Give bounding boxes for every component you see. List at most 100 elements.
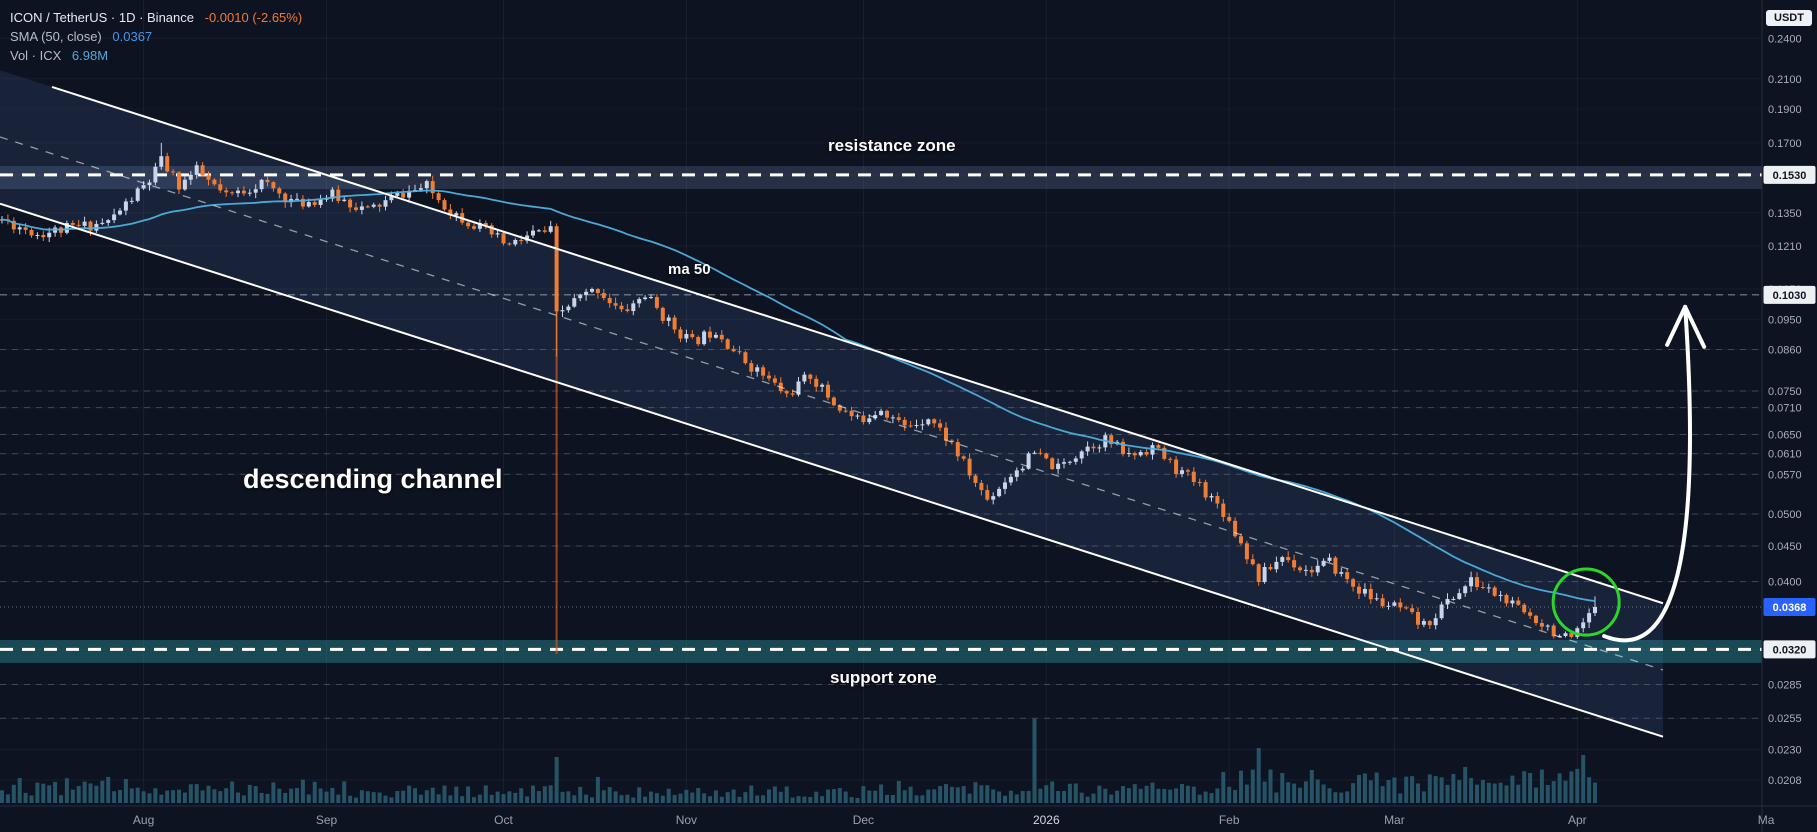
candle-body [1386, 605, 1391, 607]
volume-bar [1162, 788, 1167, 803]
legend-volume-row: Vol · ICX 6.98M [10, 46, 309, 65]
volume-bar [1416, 783, 1420, 803]
price-tick-label: 0.0255 [1768, 713, 1802, 725]
candle-body [772, 378, 777, 383]
candle-body [135, 188, 140, 201]
target-price-label-text: 0.1030 [1773, 290, 1807, 302]
candle-body [395, 192, 400, 196]
symbol-title[interactable]: ICON / TetherUS · 1D · Binance [10, 10, 194, 25]
candle-body [595, 289, 600, 294]
volume-bar [371, 792, 376, 803]
candle-body [1239, 536, 1243, 544]
month-label[interactable]: Mar [1384, 813, 1405, 827]
candle-body [1539, 623, 1544, 627]
ma50-label[interactable]: ma 50 [668, 261, 711, 278]
candle-body [1126, 453, 1131, 455]
volume-bar [1132, 784, 1137, 803]
volume-bar [831, 789, 836, 803]
volume-bar [855, 797, 860, 803]
volume-bar [1185, 785, 1190, 803]
volume-indicator-label[interactable]: Vol · ICX [10, 48, 62, 63]
candle-body [1168, 458, 1173, 460]
volume-bar [200, 790, 205, 803]
volume-bar [1256, 748, 1261, 803]
candle-body [1421, 621, 1426, 625]
volume-bar [784, 786, 789, 803]
breakout-arrow-head[interactable] [1665, 304, 1707, 349]
candle-body [1227, 516, 1232, 521]
volume-bar [731, 789, 736, 803]
candle-body [330, 189, 335, 199]
descending-channel-label[interactable]: descending channel [243, 464, 503, 494]
candle-body [1215, 496, 1220, 504]
volume-bar [1398, 793, 1403, 803]
candle-body [218, 184, 223, 191]
volume-bar [336, 794, 341, 803]
candle-body [11, 220, 16, 230]
volume-bar [82, 781, 87, 803]
candle-body [613, 303, 618, 306]
breakout-arrow[interactable] [1602, 304, 1692, 643]
candle-body [637, 299, 642, 304]
volume-bar [702, 793, 707, 803]
currency-toggle[interactable]: USDT [1766, 10, 1812, 26]
volume-bar [1032, 719, 1037, 803]
volume-bar [472, 797, 476, 803]
candle-body [1185, 470, 1190, 472]
candle-body [1256, 564, 1261, 583]
sma-indicator-label[interactable]: SMA (50, close) [10, 29, 102, 44]
resistance-price-label [1763, 165, 1816, 184]
candle-body [1056, 463, 1061, 470]
month-label[interactable]: 2026 [1033, 813, 1060, 827]
volume-bar [141, 791, 146, 803]
candle-body [129, 200, 134, 202]
month-label[interactable]: Dec [853, 813, 874, 827]
volume-bar [820, 796, 825, 803]
volume-bar [1563, 780, 1568, 803]
volume-bar [1362, 773, 1367, 803]
volume-bar [289, 788, 294, 803]
month-label[interactable]: Ma [1758, 813, 1775, 827]
volume-bar [761, 795, 766, 803]
candle-body [820, 384, 825, 387]
volume-bar [1115, 790, 1120, 803]
month-label[interactable]: Nov [676, 813, 697, 827]
volume-bar [159, 794, 164, 803]
volume-bar [1486, 782, 1491, 803]
volume-bar [383, 795, 388, 803]
resistance-zone-label[interactable]: resistance zone [828, 136, 956, 155]
volume-bar [1380, 786, 1385, 803]
month-label[interactable]: Oct [494, 813, 513, 827]
green-circle-highlight[interactable] [1551, 567, 1621, 637]
candle-body [908, 425, 913, 427]
current-price-label-text: 0.0368 [1773, 602, 1807, 614]
volume-bar [595, 777, 600, 803]
month-label[interactable]: Sep [316, 813, 338, 827]
resistance-price-label-text: 0.1530 [1773, 170, 1807, 182]
support-zone-label[interactable]: support zone [830, 668, 937, 687]
price-tick-label: 0.1700 [1768, 138, 1802, 150]
volume-bar [1097, 785, 1102, 803]
channel-upper-line[interactable] [51, 85, 1664, 605]
volume-bar [1121, 786, 1125, 803]
volume-bar [1321, 784, 1326, 803]
candle-body [631, 303, 636, 312]
channel-lower-line[interactable] [0, 202, 1664, 738]
candle-body [572, 298, 577, 307]
volume-bar [837, 788, 842, 803]
candle-body [1292, 560, 1297, 568]
volume-bar [365, 791, 370, 803]
candle-body [200, 165, 205, 176]
month-label[interactable]: Aug [133, 813, 154, 827]
candle-body [548, 226, 553, 232]
candle-body [300, 198, 305, 207]
price-tick-label: 0.1900 [1768, 104, 1802, 116]
volume-bar [749, 785, 754, 803]
month-label[interactable]: Apr [1568, 813, 1587, 827]
volume-bar [1327, 788, 1332, 803]
sma50-line [1, 189, 1596, 602]
month-label[interactable]: Feb [1219, 813, 1240, 827]
volume-bar [1003, 795, 1007, 803]
volume-bar [171, 790, 176, 803]
